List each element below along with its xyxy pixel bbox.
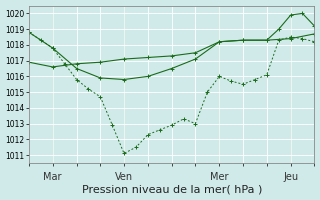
Text: Ven: Ven xyxy=(115,172,133,182)
Text: Mar: Mar xyxy=(44,172,62,182)
Text: Mer: Mer xyxy=(210,172,228,182)
Text: Jeu: Jeu xyxy=(283,172,298,182)
X-axis label: Pression niveau de la mer( hPa ): Pression niveau de la mer( hPa ) xyxy=(82,184,262,194)
